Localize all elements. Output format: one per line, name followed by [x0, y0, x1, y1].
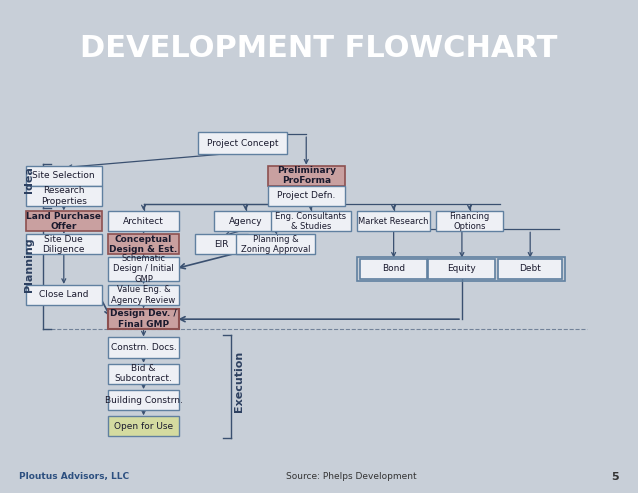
Text: Project Defn.: Project Defn.: [277, 191, 336, 200]
FancyBboxPatch shape: [26, 186, 102, 206]
FancyBboxPatch shape: [268, 166, 345, 186]
FancyBboxPatch shape: [198, 132, 287, 154]
FancyBboxPatch shape: [108, 390, 179, 410]
Text: Value Eng. &
Agency Review: Value Eng. & Agency Review: [112, 285, 175, 305]
FancyBboxPatch shape: [26, 166, 102, 186]
Text: DEVELOPMENT FLOWCHART: DEVELOPMENT FLOWCHART: [80, 35, 558, 63]
Text: Site Due
Diligence: Site Due Diligence: [43, 235, 85, 254]
Text: Preliminary
ProForma: Preliminary ProForma: [277, 166, 336, 185]
FancyBboxPatch shape: [498, 258, 562, 279]
Text: Research
Properties: Research Properties: [41, 186, 87, 206]
FancyBboxPatch shape: [357, 211, 430, 231]
FancyBboxPatch shape: [26, 285, 102, 305]
FancyBboxPatch shape: [108, 337, 179, 357]
Text: Close Land: Close Land: [39, 290, 89, 299]
FancyBboxPatch shape: [436, 211, 503, 231]
FancyBboxPatch shape: [26, 234, 102, 254]
Text: Building Constrn.: Building Constrn.: [105, 395, 182, 405]
FancyBboxPatch shape: [429, 258, 495, 279]
Text: Planning &
Zoning Approval: Planning & Zoning Approval: [241, 235, 310, 254]
FancyBboxPatch shape: [360, 258, 427, 279]
Text: Agency: Agency: [229, 217, 262, 226]
Text: Constrn. Docs.: Constrn. Docs.: [110, 343, 177, 352]
FancyBboxPatch shape: [195, 234, 248, 254]
FancyBboxPatch shape: [268, 186, 345, 206]
Text: 5: 5: [611, 472, 619, 482]
Text: Equity: Equity: [447, 264, 477, 273]
Text: Idea: Idea: [24, 166, 34, 193]
Text: Land Purchase
Offer: Land Purchase Offer: [26, 211, 101, 231]
FancyBboxPatch shape: [108, 234, 179, 254]
Text: Architect: Architect: [123, 217, 164, 226]
Text: Debt: Debt: [519, 264, 541, 273]
Text: Design Dev. /
Final GMP: Design Dev. / Final GMP: [110, 310, 177, 329]
Text: Project Concept: Project Concept: [207, 139, 278, 148]
FancyBboxPatch shape: [108, 309, 179, 329]
FancyBboxPatch shape: [271, 211, 351, 231]
FancyBboxPatch shape: [108, 364, 179, 384]
FancyBboxPatch shape: [235, 234, 315, 254]
Text: Market Research: Market Research: [359, 217, 429, 226]
FancyBboxPatch shape: [108, 211, 179, 231]
Text: Site Selection: Site Selection: [33, 171, 95, 180]
FancyBboxPatch shape: [108, 416, 179, 436]
FancyBboxPatch shape: [26, 211, 102, 231]
Text: Conceptual
Design & Est.: Conceptual Design & Est.: [110, 235, 177, 254]
Text: Financing
Options: Financing Options: [449, 211, 490, 231]
Text: Planning: Planning: [24, 237, 34, 292]
Text: Execution: Execution: [234, 351, 244, 413]
Text: EIR: EIR: [214, 240, 228, 249]
FancyBboxPatch shape: [214, 211, 278, 231]
FancyBboxPatch shape: [108, 285, 179, 305]
Text: Bid &
Subcontract.: Bid & Subcontract.: [115, 364, 172, 384]
Text: Schematic
Design / Initial
GMP: Schematic Design / Initial GMP: [113, 254, 174, 283]
Text: Ploutus Advisors, LLC: Ploutus Advisors, LLC: [19, 472, 130, 481]
Text: Eng. Consultants
& Studies: Eng. Consultants & Studies: [275, 211, 346, 231]
Text: Open for Use: Open for Use: [114, 422, 173, 431]
Text: Bond: Bond: [382, 264, 405, 273]
FancyBboxPatch shape: [108, 256, 179, 281]
Text: Source: Phelps Development: Source: Phelps Development: [286, 472, 416, 481]
